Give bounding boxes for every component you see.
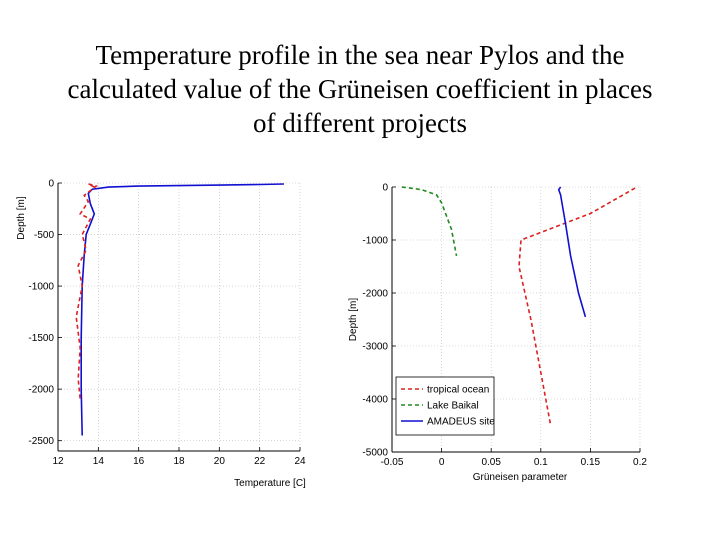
x-tick-label: 12 xyxy=(52,456,64,467)
series-line-1 xyxy=(80,183,284,436)
x-tick-label: 20 xyxy=(214,456,226,467)
series-line-1 xyxy=(518,187,636,426)
x-tick-label: 0 xyxy=(439,457,445,468)
legend-box xyxy=(395,376,495,436)
series-line-3 xyxy=(557,186,587,318)
x-tick-label: 0.15 xyxy=(581,457,601,468)
y-tick-label: -4000 xyxy=(362,395,388,406)
legend-label: AMADEUS site xyxy=(427,417,495,428)
slide-title: Temperature profile in the sea near Pylo… xyxy=(20,38,700,140)
x-tick-label: 18 xyxy=(173,456,185,467)
y-tick-label: -2000 xyxy=(28,385,54,396)
y-tick-label: -1000 xyxy=(362,236,388,247)
y-tick-label: -2500 xyxy=(28,436,54,447)
series-line-2 xyxy=(401,186,458,257)
x-tick-label: 22 xyxy=(254,456,266,467)
x-tick-label: 0.2 xyxy=(633,457,647,468)
x-tick-label: 0.05 xyxy=(481,457,501,468)
legend-label: tropical ocean xyxy=(427,385,489,396)
title-line-3: of different projects xyxy=(253,108,467,138)
chart-2: -0.05 0 0.05 0.1 0.15 0.2 0 -1000 -2000 -3000 -400… xyxy=(348,183,647,484)
legend-label: Lake Baikal xyxy=(427,401,479,412)
y-tick-label: -1500 xyxy=(28,333,54,344)
y-tick-label: -500 xyxy=(34,230,54,241)
x-tick-label: 14 xyxy=(93,456,105,467)
title-line-1: Temperature profile in the sea near Pylo… xyxy=(95,40,625,70)
x-axis-label: Temperature [C] xyxy=(234,478,306,489)
y-tick-label: -2000 xyxy=(362,289,388,300)
x-tick-label: 16 xyxy=(133,456,145,467)
y-tick-label: -3000 xyxy=(362,342,388,353)
y-tick-label: 0 xyxy=(382,183,388,194)
x-axis-label: Grüneisen parameter xyxy=(473,472,568,483)
y-tick-label: -1000 xyxy=(28,282,54,293)
x-tick-label: -0.05 xyxy=(381,457,404,468)
y-axis-label: Depth [m] xyxy=(348,298,359,342)
x-tick-label: 0.1 xyxy=(534,457,548,468)
y-axis-label: Depth [m] xyxy=(16,196,27,240)
title-line-2: calculated value of the Grüneisen coeffi… xyxy=(67,74,653,104)
chart-1: 12 14 16 18 20 22 24 0 -500 -1000 -1500 -2000 -2500 T… xyxy=(16,179,306,490)
x-tick-label: 24 xyxy=(294,456,306,467)
y-tick-label: -5000 xyxy=(362,448,388,459)
y-tick-label: 0 xyxy=(48,179,54,190)
